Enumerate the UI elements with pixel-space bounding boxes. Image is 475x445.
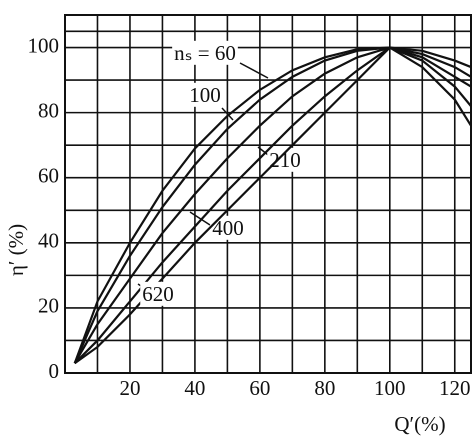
y-tick-label: 20	[38, 294, 59, 318]
x-axis-label: Q′(%)	[394, 412, 445, 436]
curve	[74, 46, 472, 365]
leader-line	[189, 211, 211, 226]
x-tick-label: 60	[249, 376, 270, 400]
label-bg	[210, 215, 246, 240]
label-bg	[187, 82, 223, 107]
label-bg	[172, 40, 238, 65]
curve	[73, 46, 472, 364]
series-label: nₛ = 60	[174, 41, 236, 65]
leader-line	[221, 107, 234, 121]
x-tick-label: 80	[314, 376, 335, 400]
curve	[73, 46, 472, 364]
y-tick-label: 80	[38, 98, 59, 122]
x-tick-label: 100	[374, 376, 406, 400]
curve	[73, 46, 472, 365]
y-axis-label: η′ (%)	[4, 224, 28, 276]
x-tick-label: 20	[119, 376, 140, 400]
x-tick-label: 40	[184, 376, 205, 400]
leader-line	[239, 62, 269, 79]
series-label: 100	[189, 83, 221, 107]
curve	[73, 46, 472, 364]
x-tick-label: 120	[439, 376, 471, 400]
series-label: 620	[142, 282, 174, 306]
label-bg	[140, 281, 176, 306]
y-tick-label: 40	[38, 229, 59, 253]
y-tick-label: 60	[38, 164, 59, 188]
y-tick-label: 0	[49, 359, 60, 383]
y-tick-label: 100	[28, 33, 60, 57]
